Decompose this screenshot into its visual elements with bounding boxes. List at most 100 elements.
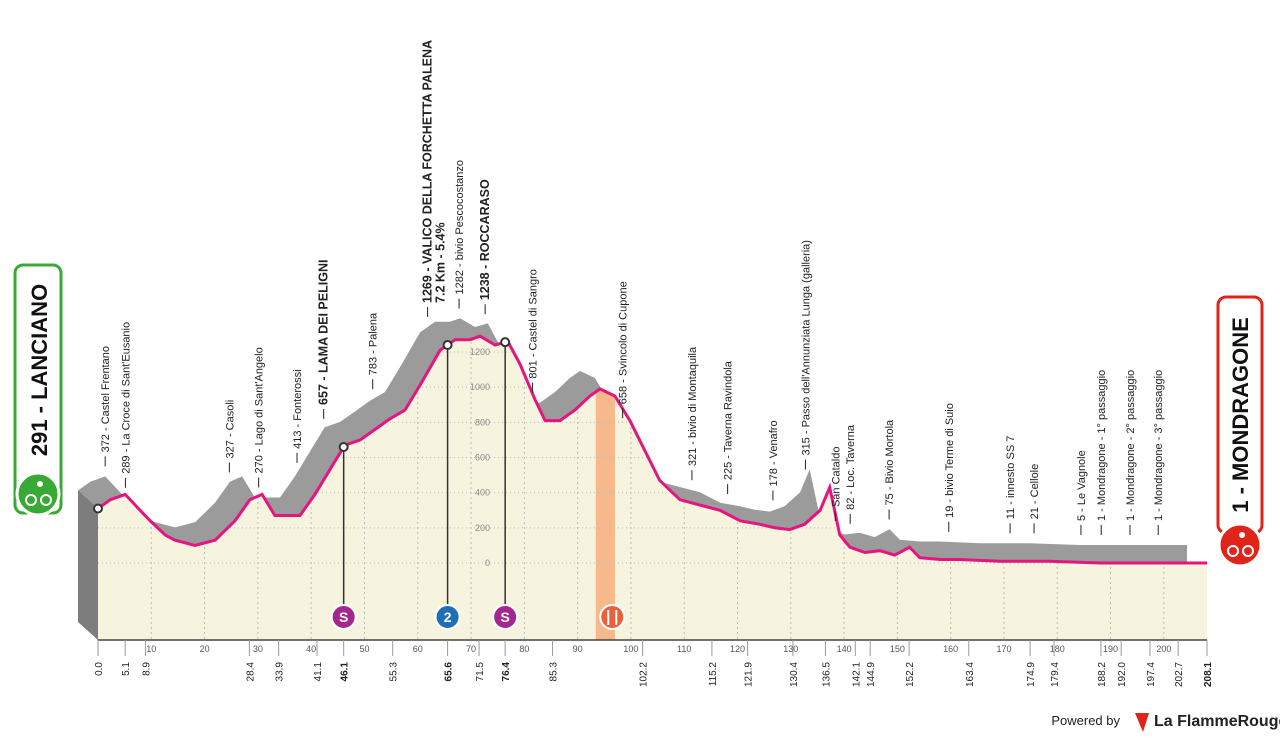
distance-label: 33.9	[275, 662, 286, 682]
waypoint-detail: 7.2 Km - 5.4%	[434, 222, 448, 303]
x-tick-label: 190	[1103, 644, 1118, 654]
x-tick-label: 110	[677, 644, 691, 654]
x-tick-label: 90	[573, 644, 583, 654]
profile-line	[97, 334, 1207, 565]
start-banner: 291 - LANCIANO	[13, 263, 63, 517]
distance-label: 102.2	[639, 662, 650, 687]
brand-logo	[1135, 713, 1149, 732]
waypoint-label: 19 - bivio Terme di Suio	[944, 403, 956, 518]
distance-label: 130.4	[789, 662, 800, 687]
route-point	[93, 503, 103, 514]
y-tick-label: 400	[475, 488, 490, 498]
waypoint-label: 21 - Cellole	[1029, 464, 1041, 520]
distance-label: 152.2	[905, 662, 916, 687]
waypoint-label: 1282 - bivio Pescocostanzo	[454, 160, 466, 295]
distance-label: 197.4	[1146, 662, 1157, 687]
waypoint-label: 321 - bivio di Montaquila	[687, 346, 699, 466]
distance-label: 163.4	[965, 662, 976, 687]
waypoint-label: 11 - innesto SS 7	[1005, 436, 1017, 520]
waypoint-label: 82 - Loc. Taverna	[845, 424, 857, 510]
sprint-label: S	[339, 609, 348, 625]
distance-label: 121.9	[744, 662, 755, 687]
waypoint-label: 75 - Bivio Mortola	[884, 419, 896, 505]
finish-label: 1 - MONDRAGONE	[1228, 317, 1253, 513]
finish-icon	[1217, 522, 1263, 568]
distance-label: 85.3	[549, 662, 560, 682]
waypoint-label: 225 - Taverna Ravindola	[723, 360, 735, 480]
brand: La FlammeRouge	[1154, 713, 1280, 730]
distance-label: 202.7	[1174, 662, 1185, 687]
x-tick-label: 50	[359, 644, 369, 654]
x-tick-label: 80	[519, 644, 529, 654]
x-tick-label: 130	[783, 644, 798, 654]
x-tick-label: 40	[306, 644, 316, 654]
icon-wheel	[25, 494, 37, 506]
waypoint-label: 783 - Palena	[368, 312, 380, 375]
x-tick-label: 140	[837, 644, 852, 654]
waypoint-label: 178 - Venafro	[768, 420, 780, 486]
waypoint-label: San Cataldo	[830, 447, 842, 508]
icon-head	[37, 481, 43, 487]
distance-label: 8.9	[141, 662, 152, 676]
waypoint-label: 801 - Castel di Sangro	[528, 269, 540, 378]
x-tick-label: 70	[466, 644, 476, 654]
distance-label: 188.2	[1097, 662, 1108, 687]
distance-label: 136.5	[821, 662, 832, 687]
distance-label: 192.0	[1117, 662, 1128, 687]
profile-fill	[98, 336, 1207, 640]
sprint-marker	[330, 604, 357, 630]
distance-label: 71.5	[475, 662, 486, 682]
waypoint-label: 1238 - ROCCARASO	[478, 179, 492, 300]
y-tick-label: 1000	[470, 382, 490, 392]
x-tick-label: 120	[730, 644, 745, 654]
icon-wheel	[40, 494, 52, 506]
distance-label: 142.1	[851, 662, 862, 687]
waypoint-label: 1 - Mondragone - 3° passaggio	[1153, 370, 1165, 521]
x-tick-label: 180	[1050, 644, 1065, 654]
y-tick-label: 0	[485, 558, 490, 568]
x-tick-label: 160	[943, 644, 958, 654]
x-tick-label: 170	[996, 644, 1011, 654]
finish-banner: 1 - MONDRAGONE	[1216, 295, 1264, 568]
kom-label: 2	[444, 609, 452, 625]
x-tick-label: 200	[1156, 644, 1171, 654]
distance-label: 65.6	[444, 662, 455, 682]
x-tick-label: 100	[623, 644, 638, 654]
waypoint-label: 289 - La Croce di Sant'Eusanio	[120, 322, 132, 474]
start-label: 291 - LANCIANO	[27, 284, 52, 456]
waypoint-label: 1 - Mondragone - 1° passaggio	[1096, 370, 1108, 521]
icon-wheel	[1242, 545, 1254, 557]
distance-label: 46.1	[340, 662, 351, 682]
y-tick-label: 600	[475, 453, 490, 463]
feed-marker	[599, 604, 626, 630]
route-point	[500, 337, 511, 348]
waypoint-label: 657 - LAMA DEI PELIGNI	[317, 260, 331, 405]
x-tick-label: 30	[253, 644, 263, 654]
y-tick-label: 800	[475, 417, 490, 427]
icon-head	[1239, 532, 1245, 538]
distance-label: 76.4	[501, 662, 512, 682]
x-tick-label: 20	[200, 644, 210, 654]
route-point	[338, 441, 349, 452]
waypoint-label: 270 - Lago di Sant'Angelo	[254, 347, 266, 473]
x-tick-label: 60	[413, 644, 423, 654]
sprint-marker	[492, 604, 519, 630]
waypoint-label: 658 - Svincolo di Cupone	[618, 281, 630, 404]
distance-label: 55.3	[389, 662, 400, 682]
distance-label: 28.4	[245, 662, 256, 682]
distance-label: 115.2	[708, 662, 719, 687]
distance-label: 179.4	[1050, 662, 1061, 687]
distance-label: 208.1	[1203, 662, 1214, 687]
distance-label: 0.0	[94, 662, 105, 676]
powered-by: Powered by	[1051, 713, 1120, 728]
distance-label: 144.9	[866, 662, 877, 687]
kom-marker	[434, 604, 461, 630]
waypoint-label: 1269 - VALICO DELLA FORCHETTA PALENA	[421, 40, 435, 303]
waypoint-label: 413 - Fonterossi	[292, 369, 304, 448]
sprint-label: S	[500, 609, 509, 625]
footer: Powered by La FlammeRouge	[1051, 713, 1280, 732]
distance-label: 174.9	[1026, 662, 1037, 687]
icon-wheel	[1227, 545, 1239, 557]
feed-zone	[595, 387, 615, 640]
x-tick-label: 150	[890, 644, 905, 654]
